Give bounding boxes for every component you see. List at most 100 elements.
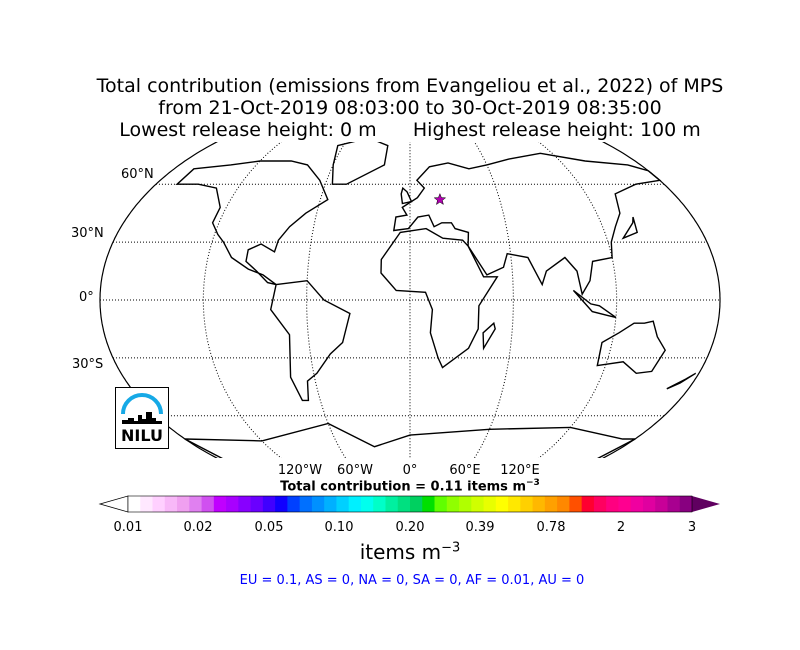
landmass-madagascar — [482, 321, 496, 351]
colorbar-segment — [642, 496, 656, 512]
meridian-line — [473, 142, 514, 458]
colorbar-segment — [520, 496, 534, 512]
colorbar-segment — [422, 496, 436, 512]
colorbar-segment — [262, 496, 276, 512]
colorbar-over-triangle — [692, 496, 720, 512]
colorbar-under-triangle — [98, 495, 129, 513]
landmass-africa — [380, 227, 499, 369]
colorbar-segment — [164, 496, 178, 512]
colorbar-segment — [630, 496, 644, 512]
colorbar-segment — [373, 496, 386, 512]
colorbar-tick: 0.39 — [465, 520, 495, 535]
colorbar-unit-label: items m−3 — [0, 540, 800, 564]
landmass-new-zealand — [666, 372, 697, 390]
colorbar-tick: 2 — [616, 520, 626, 535]
source-star-icon — [433, 192, 447, 206]
colorbar-tick: 0.01 — [113, 520, 143, 535]
colorbar-segment — [544, 496, 558, 512]
landmass-japan — [621, 216, 639, 240]
colorbar-tick: 0.10 — [324, 520, 354, 535]
total-contribution: Total contribution = 0.11 items m−3 — [0, 478, 800, 494]
lat-label-60n: 60°N — [121, 167, 154, 182]
colorbar-segment — [471, 496, 485, 512]
colorbar-segment — [569, 496, 583, 512]
colorbar-segment — [618, 496, 632, 512]
colorbar-segment — [508, 496, 521, 512]
colorbar-frame — [127, 495, 693, 513]
landmass-north-america — [175, 160, 329, 286]
colorbar-segment — [226, 496, 239, 512]
lat-label-0: 0° — [79, 290, 94, 305]
colorbar-segment — [483, 496, 497, 512]
colorbar-tick: 3 — [687, 520, 697, 535]
meridian-line — [306, 142, 347, 458]
colorbar-segment — [348, 496, 362, 512]
landmass-greenland — [331, 142, 389, 185]
colorbar-segment — [238, 496, 252, 512]
colorbar-segment — [593, 496, 607, 512]
colorbar-segment — [250, 496, 264, 512]
title-line-2: from 21-Oct-2019 08:03:00 to 30-Oct-2019… — [158, 97, 662, 119]
colorbar-tick: 0.02 — [183, 520, 213, 535]
nilu-logo-text: NILU — [121, 426, 163, 445]
colorbar-segment — [557, 496, 570, 512]
lon-label-0: 0° — [402, 463, 418, 478]
colorbar-segment — [410, 496, 423, 512]
colorbar-segment — [446, 496, 460, 512]
colorbar-segment — [679, 496, 693, 512]
nilu-logo-graphic — [121, 393, 163, 424]
colorbar-segment — [495, 496, 509, 512]
colorbar-segment — [201, 496, 215, 512]
colorbar-segment — [177, 496, 190, 512]
lat-label-30s: 30°S — [72, 357, 104, 372]
landmass-indonesia — [572, 289, 617, 319]
colorbar-segment — [324, 496, 337, 512]
colorbar-segment — [360, 496, 374, 512]
colorbar-segment — [287, 496, 301, 512]
title-line-3: Lowest release height: 0 m Highest relea… — [119, 119, 701, 141]
landmass-antarctica — [184, 422, 636, 458]
colorbar-segment — [275, 496, 288, 512]
colorbar-segment — [655, 496, 668, 512]
lon-label-60w: 60°W — [337, 463, 373, 478]
colorbar-segment — [667, 496, 681, 512]
lon-label-60e: 60°E — [449, 463, 481, 478]
colorbar-tick: 0.20 — [395, 520, 425, 535]
colorbar-segment — [152, 496, 166, 512]
landmass-south-america — [269, 279, 351, 402]
landmass-australia — [596, 320, 667, 375]
lon-label-120w: 120°W — [277, 463, 323, 478]
colorbar-segment — [311, 496, 325, 512]
colorbar-segment — [385, 496, 399, 512]
colorbar-segment — [532, 496, 546, 512]
colorbar-segment — [397, 496, 411, 512]
map-boundary — [99, 142, 721, 458]
colorbar-segment — [581, 496, 595, 512]
colorbar-segment — [459, 496, 472, 512]
meridian-line — [202, 142, 282, 458]
colorbar-segment — [336, 496, 350, 512]
colorbar-segment — [299, 496, 313, 512]
colorbar-tick: 0.05 — [254, 520, 284, 535]
total-text: Total contribution = 0.11 items m — [280, 479, 526, 495]
colorbar-segment — [128, 496, 141, 512]
unit-exponent: −3 — [441, 540, 461, 556]
region-summary: EU = 0.1, AS = 0, NA = 0, SA = 0, AF = 0… — [239, 573, 585, 588]
total-exponent: −3 — [526, 478, 540, 488]
colorbar-segment — [434, 496, 448, 512]
colorbar-segment — [606, 496, 619, 512]
colorbar-segment — [189, 496, 203, 512]
landmass-eurasia — [392, 152, 662, 297]
colorbar-tick: 0.78 — [536, 520, 566, 535]
map-content — [99, 142, 721, 458]
unit-text: items m — [359, 540, 442, 564]
meridian-line — [538, 142, 618, 458]
nilu-logo: NILU — [115, 387, 169, 449]
colorbar-segment — [213, 496, 227, 512]
title-line-1: Total contribution (emissions from Evang… — [96, 75, 724, 97]
lat-label-30n: 30°N — [71, 226, 104, 241]
lon-label-120e: 120°E — [500, 463, 540, 478]
